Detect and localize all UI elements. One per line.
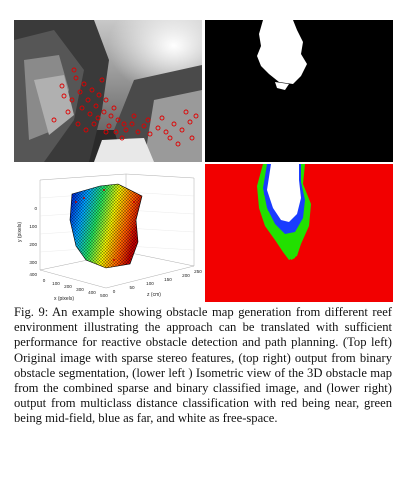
x-tick: 500 (100, 293, 108, 298)
z-tick: 50 (129, 285, 135, 290)
x-tick: 0 (43, 278, 46, 283)
z-tick: 100 (146, 281, 154, 286)
z-tick: 150 (164, 277, 172, 282)
x-tick: 100 (52, 281, 60, 286)
x-tick: 300 (76, 287, 84, 292)
y-axis-ticks: 0 100 200 300 400 (29, 206, 37, 277)
y-tick: 100 (29, 224, 37, 229)
y-tick: 0 (34, 206, 37, 211)
binary-segmentation (205, 20, 393, 162)
y-tick: 300 (29, 260, 37, 265)
y-tick: 200 (29, 242, 37, 247)
obstacle-map-3d: 0 100 200 300 400 y (pixels) 0 100 200 3… (17, 173, 202, 302)
multiclass-distance-panel (205, 164, 393, 302)
z-tick: 250 (194, 269, 202, 274)
original-image-panel (14, 20, 202, 162)
x-tick: 400 (88, 290, 96, 295)
free-space-region (267, 164, 301, 222)
x-tick: 200 (64, 284, 72, 289)
z-tick: 0 (113, 289, 116, 294)
z-axis-ticks: 0 50 100 150 200 250 (113, 269, 202, 294)
x-axis-label: x (pixels) (54, 296, 74, 302)
figure-caption: Fig. 9: An example showing obstacle map … (14, 305, 392, 426)
z-axis-label: z (cm) (147, 292, 161, 298)
x-axis-ticks: 0 100 200 300 400 500 (43, 278, 109, 298)
multiclass-distance (205, 164, 393, 302)
original-image (14, 20, 202, 162)
sparse-stereo-features (51, 67, 199, 147)
binary-segmentation-panel (205, 20, 393, 162)
z-tick: 200 (182, 273, 190, 278)
obstacle-map-3d-panel: 0 100 200 300 400 y (pixels) 0 100 200 3… (14, 172, 202, 302)
y-tick: 400 (29, 272, 37, 277)
y-axis-label: y (pixels) (17, 222, 23, 242)
